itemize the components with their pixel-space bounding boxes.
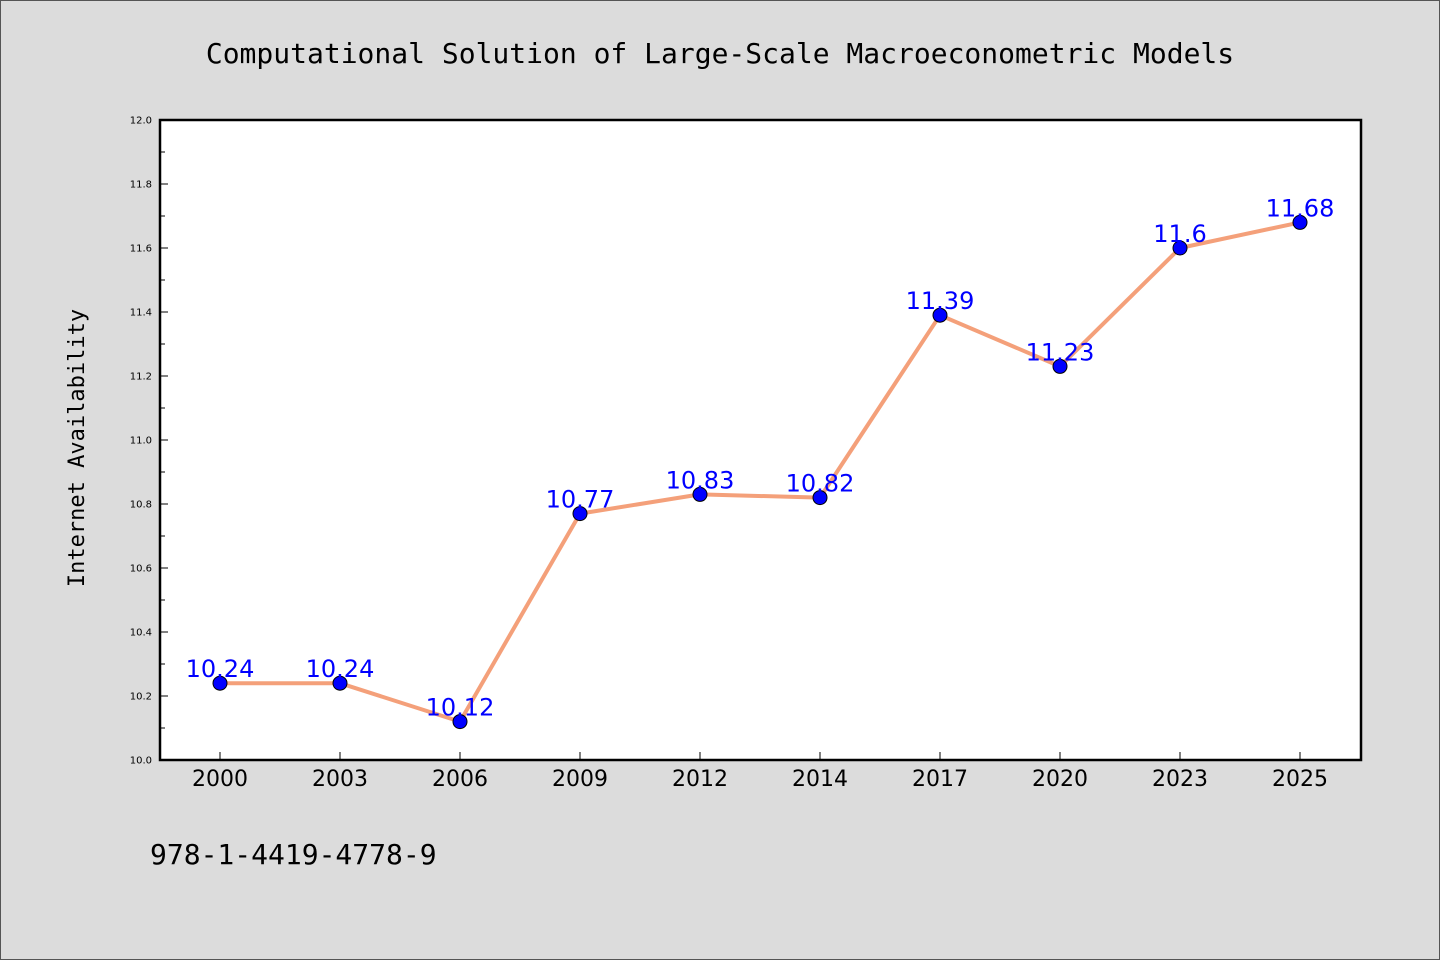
x-tick-label: 2000 xyxy=(192,767,248,792)
x-tick-label: 2006 xyxy=(432,767,488,792)
y-tick-label: 10.2 xyxy=(130,692,152,703)
y-tick-label: 11.6 xyxy=(130,244,152,255)
data-point xyxy=(212,675,228,691)
x-tick-label: 2020 xyxy=(1032,767,1088,792)
y-tick-label: 10.0 xyxy=(130,756,152,767)
data-labels: 10.24 10.24 10.12 10.77 10.83 10.82 11.39 11.23… xyxy=(186,194,1335,721)
data-label: 10.24 xyxy=(186,655,255,683)
data-label: 11.68 xyxy=(1266,194,1335,222)
x-tick-label: 2023 xyxy=(1152,767,1208,792)
isbn-text: 978-1-4419-4778-9 xyxy=(150,838,437,871)
data-point xyxy=(932,307,948,323)
data-label: 11.39 xyxy=(906,287,975,315)
data-label: 10.83 xyxy=(666,466,735,494)
data-point xyxy=(692,486,708,502)
y-axis-label: Internet Availability xyxy=(65,309,90,587)
y-tick-label: 11.2 xyxy=(130,372,152,383)
y-tick-label: 11.4 xyxy=(130,308,152,319)
data-point xyxy=(812,490,828,506)
data-label: 10.24 xyxy=(306,655,375,683)
x-tick-label: 2014 xyxy=(792,767,848,792)
plot-area xyxy=(158,118,1363,762)
chart-title: Computational Solution of Large-Scale Ma… xyxy=(206,37,1234,70)
data-label: 10.82 xyxy=(786,470,855,498)
x-tick-label: 2025 xyxy=(1272,767,1328,792)
data-label: 11.23 xyxy=(1026,338,1095,366)
y-tick-label: 11.8 xyxy=(130,180,152,191)
data-point xyxy=(1172,240,1188,256)
series-group xyxy=(212,214,1308,730)
data-point xyxy=(332,675,348,691)
y-tick-label: 12.0 xyxy=(130,116,152,127)
x-tick-label: 2003 xyxy=(312,767,368,792)
data-point xyxy=(1052,358,1068,374)
x-axis-ticks: 2000 2003 2006 2009 2012 2014 2017 2020 2023 2025 xyxy=(192,752,1328,792)
data-label: 10.77 xyxy=(546,486,615,514)
y-axis-ticks: 10.0 10.2 10.4 10.6 10.8 11.0 11.2 11.4 11.6 11.8… xyxy=(130,116,168,767)
data-point xyxy=(572,506,588,522)
x-tick-label: 2017 xyxy=(912,767,968,792)
y-tick-label: 10.6 xyxy=(130,564,152,575)
x-tick-label: 2012 xyxy=(672,767,728,792)
y-tick-label: 10.4 xyxy=(130,628,152,639)
y-tick-label: 11.0 xyxy=(130,436,152,447)
data-point xyxy=(1292,214,1308,230)
data-point xyxy=(452,714,468,730)
data-label: 10.12 xyxy=(426,694,495,722)
data-label: 11.6 xyxy=(1153,220,1206,248)
y-tick-label: 10.8 xyxy=(130,500,152,511)
x-tick-label: 2009 xyxy=(552,767,608,792)
series-line xyxy=(220,220,1301,724)
